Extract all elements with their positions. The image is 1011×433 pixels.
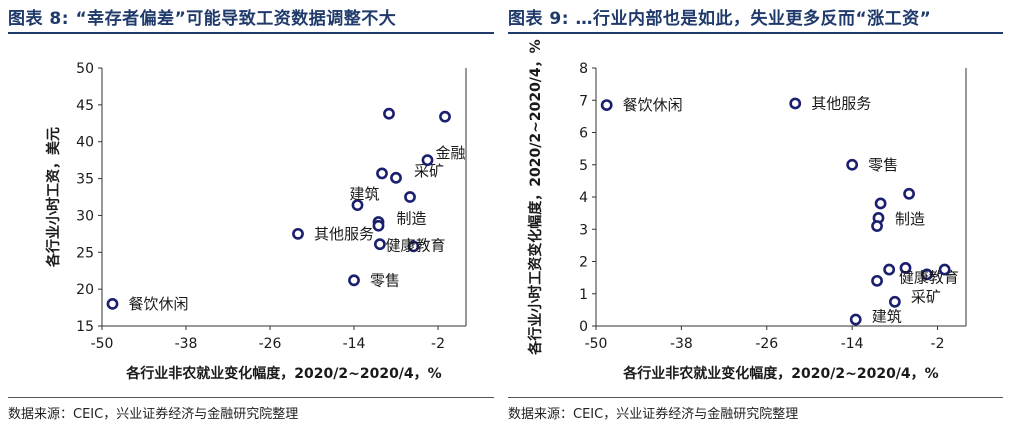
chart-2-y-tick-label: 6 [579,126,588,142]
chart-2-x-axis-label: 各行业非农就业变化幅度，2020/2~2020/4，% [622,365,938,382]
chart-2-y-tick-label: 8 [579,61,588,77]
chart-1-data-point [292,227,304,240]
chart-1-y-tick-label: 35 [76,172,94,188]
chart-2-data-point [871,274,883,287]
chart-1-point-label: 其他服务 [314,225,374,243]
chart-2-point-label: 零售 [868,156,898,174]
chart-2-data-point [888,295,901,308]
chart-1-x-axis-label: 各行业非农就业变化幅度，2020/2~2020/4，% [125,365,441,382]
chart-1-point-label: 制造 [397,210,427,228]
chart-2-data-point [789,97,802,110]
chart-2-y-axis-label: 各行业小时工资变化幅度，2020/2~2020/4，% [527,39,544,355]
chart-1-data-point [373,238,386,251]
chart-1-data-point [439,110,451,123]
chart-1-x-tick-label: -50 [91,336,114,352]
chart-1-point-label: 金融 [436,144,466,162]
chart-1-x-tick-label: -26 [259,336,282,352]
chart-2-data-point [899,262,912,274]
chart-2-data-point [846,158,859,171]
chart-2-point-label: 其他服务 [811,94,871,112]
chart-1-y-tick-label: 25 [76,245,94,261]
chart-1-data-point [376,167,388,180]
chart-2-source-rule [508,397,1003,398]
chart-2-data-point [938,263,951,276]
chart-1-point-label: 零售 [370,271,400,289]
chart-1-source: 数据来源：CEIC，兴业证券经济与金融研究院整理 [8,407,299,422]
chart-1-source-rule [8,397,494,398]
chart-1-data-point [404,191,416,203]
chart-1-x-tick-label: -2 [431,336,445,352]
chart-1-data-point [390,171,402,184]
chart-2-data-point [600,99,613,111]
chart-2-data-point [903,187,915,200]
chart-1-point-label: 餐饮休闲 [129,295,189,313]
chart-2-title-rule [508,32,1003,34]
chart-2-point-label: 建筑 [872,308,902,326]
chart-1-x-tick-label: -38 [175,336,198,352]
chart-2-y-tick-label: 2 [579,255,588,271]
chart-1-y-tick-label: 40 [76,135,94,151]
chart-1-title: 图表 8: “幸存者偏差”可能导致工资数据调整不大 [8,9,397,29]
chart-2-x-tick-label: -2 [931,336,945,352]
chart-1-y-tick-label: 30 [76,208,94,224]
chart-2-data-point [920,268,933,281]
chart-2-title: 图表 9: …行业内部也是如此，失业更多反而“涨工资” [508,9,932,29]
chart-2-source: 数据来源：CEIC，兴业证券经济与金融研究院整理 [508,407,799,422]
chart-1-data-point [421,154,434,167]
chart-1-data-point [106,297,119,310]
chart-2-y-tick-label: 4 [579,190,588,206]
chart-1-data-point [351,199,364,212]
chart-1-y-axis-label: 各行业小时工资，美元 [45,127,62,268]
chart-1-point-label: 采矿 [414,162,444,180]
chart-2-x-tick-label: -14 [841,336,864,352]
chart-1-y-tick-label: 45 [76,98,94,114]
chart-1-y-tick-label: 20 [76,282,94,298]
chart-2-data-point [874,197,887,210]
chart-2-data-point [871,220,883,232]
chart-1-data-point [372,219,385,232]
chart-1-point-label: 健康教育 [386,236,446,254]
chart-2-y-tick-label: 7 [579,93,588,109]
chart-1-y-tick-label: 50 [76,61,94,77]
chart-1-data-point [348,274,360,287]
chart-2-y-tick-label: 0 [579,319,588,335]
chart-1-title-rule [8,32,494,34]
chart-2-y-tick-label: 1 [579,287,588,303]
chart-2-x-tick-label: -26 [755,336,778,352]
chart-1-data-point [407,240,420,253]
chart-2-point-label: 餐饮休闲 [623,96,683,114]
chart-1-y-tick-label: 15 [76,319,94,335]
chart-2-point-label: 采矿 [911,288,941,306]
chart-2-data-point [883,263,896,276]
chart-2-y-tick-label: 5 [579,158,588,174]
chart-2-x-tick-label: -50 [585,336,608,352]
chart-2-x-tick-label: -38 [670,336,693,352]
chart-2-point-label: 制造 [895,210,925,228]
chart-2-y-tick-label: 3 [579,222,588,238]
chart-2-data-point [849,313,862,326]
chart-1-x-tick-label: -14 [343,336,366,352]
chart-1-point-label: 建筑 [350,185,380,203]
chart-1-data-point [383,107,395,120]
